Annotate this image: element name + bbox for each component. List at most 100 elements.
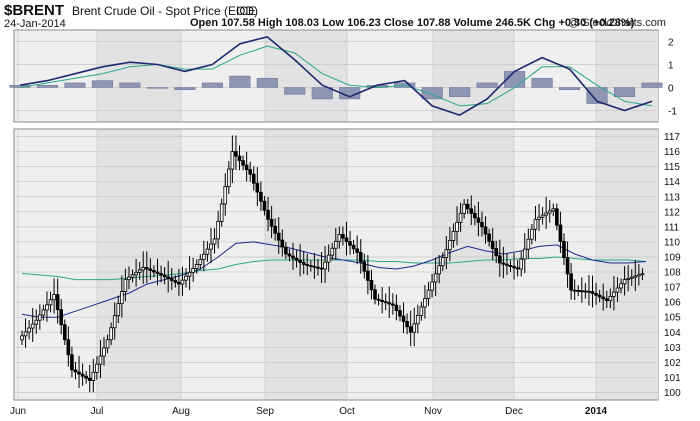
price-candle-body <box>583 290 588 293</box>
price-candle-body <box>362 261 367 272</box>
price-candle-body <box>276 232 281 241</box>
macd-histogram-bar <box>284 87 306 95</box>
price-candle-body <box>483 226 488 235</box>
price-candle-body <box>469 208 474 214</box>
price-candle-body <box>394 304 399 311</box>
price-candle-body <box>473 212 477 219</box>
price-candle-body <box>123 279 128 292</box>
price-ma-50-line <box>21 241 647 318</box>
price-tick-label: 115 <box>664 162 680 173</box>
macd-histogram-bar <box>119 82 141 88</box>
price-candle-body <box>590 291 595 294</box>
price-candle-body <box>52 294 56 301</box>
macd-histogram-bar <box>36 84 58 88</box>
price-tick-label: 112 <box>664 207 680 218</box>
price-candle-body <box>405 321 409 328</box>
price-candle-body <box>358 252 363 263</box>
price-candle-body <box>305 264 310 266</box>
price-candle-body <box>348 241 352 246</box>
price-candle-body <box>637 274 641 277</box>
price-candle-body <box>45 304 49 311</box>
price-candle-body <box>444 249 449 258</box>
price-candle-body <box>408 326 413 333</box>
price-candle-body <box>98 355 103 365</box>
price-candle-body <box>137 269 142 273</box>
price-tick-label: 104 <box>664 328 681 339</box>
price-candle-body <box>383 301 388 304</box>
price-candle-body <box>198 258 203 265</box>
price-tick-label: 113 <box>664 192 680 203</box>
price-candle-body <box>330 247 335 256</box>
price-candle-body <box>116 303 121 317</box>
macd-histogram-bar <box>476 82 498 88</box>
macd-month-shade <box>265 30 347 122</box>
price-candle-body <box>84 375 88 379</box>
price-candle-body <box>323 261 327 270</box>
price-candle-body <box>412 323 417 333</box>
macd-histogram-bar <box>641 82 663 88</box>
price-candle-body <box>490 240 495 249</box>
price-candle-body <box>212 238 217 245</box>
price-candle-body <box>615 287 620 293</box>
price-candle-body <box>169 278 174 281</box>
price-candle-body <box>622 279 627 285</box>
price-candle-body <box>587 290 591 293</box>
macd-histogram-bar <box>64 82 86 88</box>
price-candle-body <box>508 265 513 268</box>
price-candle-body <box>255 182 260 193</box>
price-candle-body <box>152 270 156 273</box>
price-candle-body <box>48 299 53 306</box>
price-candle-body <box>216 221 220 240</box>
price-tick-label: 100 <box>664 388 681 399</box>
ohlc-stats: Open 107.58 High 108.03 Low 106.23 Close… <box>190 17 635 29</box>
macd-tick-label: 2 <box>668 38 674 49</box>
price-candle-body <box>505 263 509 266</box>
price-candle-body <box>633 275 638 278</box>
price-candle-body <box>530 228 534 240</box>
price-candle-body <box>87 377 92 381</box>
price-candle-body <box>494 248 499 257</box>
price-candle-body <box>316 266 320 269</box>
price-candle-body <box>180 279 185 285</box>
price-candle-body <box>91 371 96 381</box>
price-candle-body <box>629 276 634 279</box>
macd-histogram-bar <box>311 87 333 100</box>
price-candle-body <box>130 274 135 278</box>
price-candle-body <box>30 323 35 329</box>
price-candle-body <box>202 253 206 260</box>
price-candle-body <box>312 265 317 268</box>
price-candle-body <box>159 273 163 276</box>
macd-tick-label: -1 <box>668 107 677 118</box>
price-candle-body <box>301 261 306 265</box>
price-candle-body <box>562 240 566 258</box>
date-label: 24-Jan-2014 <box>4 18 66 30</box>
price-candle-body <box>501 262 506 265</box>
x-axis-label: Dec <box>505 406 523 417</box>
price-candle-body <box>209 243 213 250</box>
price-candle-body <box>38 314 42 321</box>
price-candle-body <box>241 160 245 166</box>
price-candle-body <box>166 276 170 280</box>
price-candle-body <box>612 291 616 297</box>
macd-histogram-bar <box>531 78 553 88</box>
price-candle-body <box>34 319 39 325</box>
price-candle-body <box>162 274 167 278</box>
price-candle-body <box>62 324 67 341</box>
price-candle-body <box>262 200 267 211</box>
price-candle-body <box>102 347 106 357</box>
price-candle-body <box>512 266 516 269</box>
macd-histogram-bar <box>174 87 196 90</box>
macd-line <box>19 36 653 116</box>
price-candle-body <box>23 331 28 337</box>
price-candle-body <box>280 239 285 248</box>
price-candle-body <box>376 298 381 301</box>
price-candle-body <box>455 221 459 232</box>
price-candle-body <box>319 267 324 270</box>
price-candle-body <box>569 273 573 291</box>
price-candle-body <box>640 273 645 276</box>
macd-histogram-bar <box>559 87 581 90</box>
price-candle-body <box>120 291 124 305</box>
price-candle-body <box>326 254 331 263</box>
price-candle-body <box>287 253 292 257</box>
